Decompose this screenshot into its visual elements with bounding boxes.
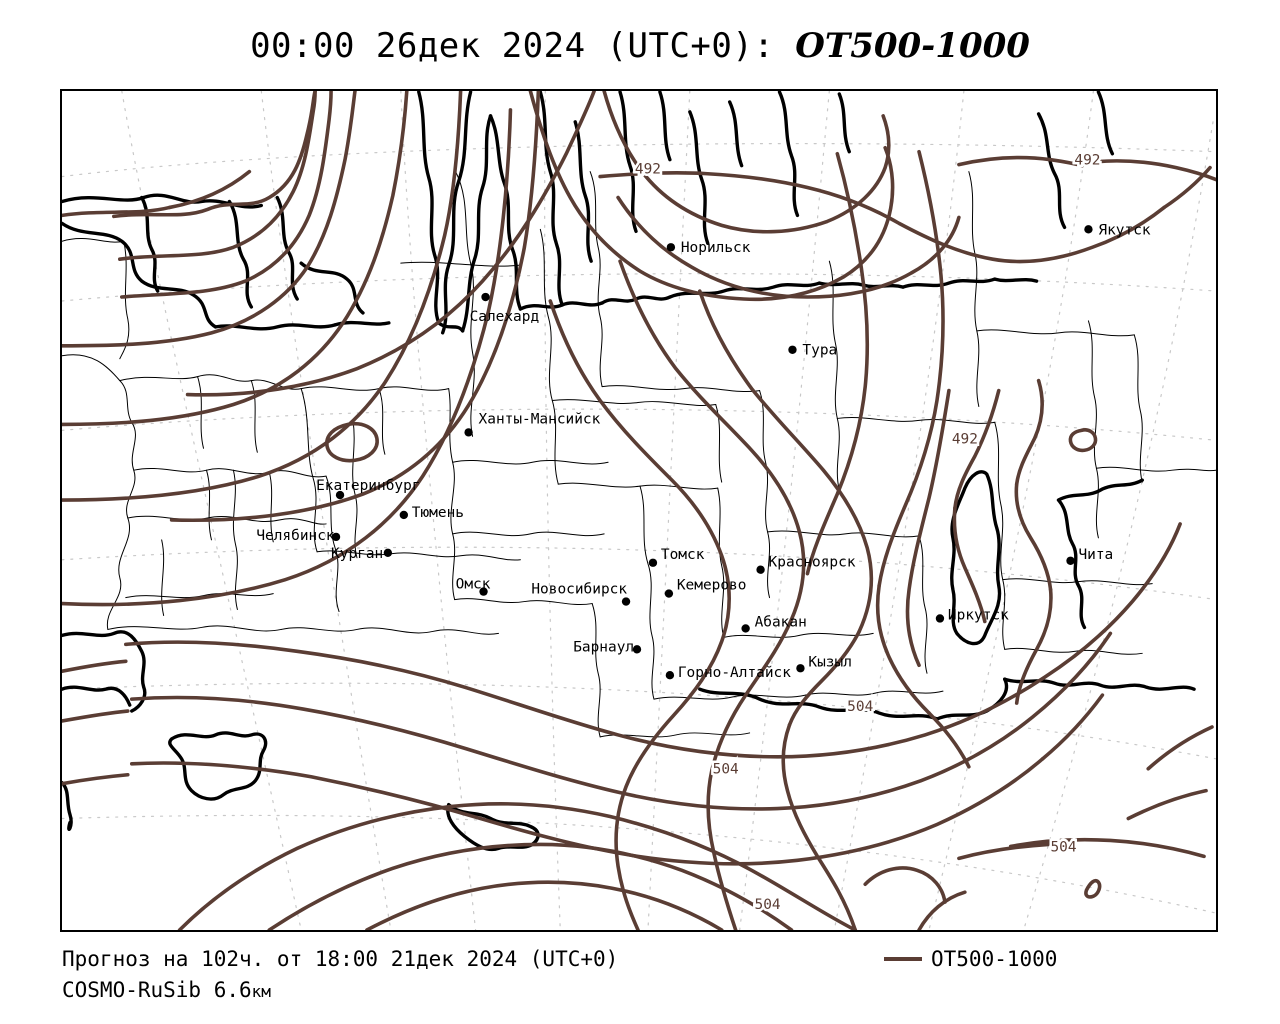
city-label: Курган: [331, 546, 383, 562]
city-dot-icon: [666, 243, 676, 252]
city-label: Омск: [456, 577, 491, 593]
model-unit: км: [251, 982, 271, 1001]
page-title: 00:00 26дек 2024 (UTC+0): ОT500-1000: [0, 26, 1280, 66]
city-dot-icon: [479, 587, 488, 596]
city-marker: Барнаул: [573, 639, 642, 655]
city-marker: Челябинск: [256, 528, 341, 544]
contour-label: 492: [635, 162, 661, 178]
contour-label: 492: [952, 431, 978, 447]
city-label: Тура: [802, 343, 837, 359]
city-marker: Тюмень: [399, 505, 464, 521]
city-dot-icon: [621, 597, 631, 606]
contour-lines: [62, 91, 1216, 930]
city-marker: Горно-Алтайск: [665, 665, 791, 681]
city-label: Томск: [661, 547, 705, 563]
city-label: Красноярск: [769, 555, 856, 571]
city-label: Иркутск: [948, 607, 1009, 623]
city-marker: Салехард: [470, 292, 540, 325]
city-marker: Ханты-Мансийск: [464, 411, 601, 437]
forecast-info: Прогноз на 102ч. от 18:00 21дек 2024 (UT…: [62, 947, 619, 971]
map-canvas[interactable]: 492 492 492 492 492 492 504 504 504 504 504 504 504 5…: [60, 89, 1218, 932]
city-label: Салехард: [470, 309, 540, 325]
city-dot-icon: [331, 532, 341, 542]
city-label: Ханты-Мансийск: [479, 411, 601, 427]
city-marker: Красноярск: [756, 555, 856, 574]
city-marker: Екатеринбург: [316, 478, 420, 500]
title-timestamp: 00:00 26дек 2024 (UTC+0):: [250, 26, 796, 66]
city-dot-icon: [481, 292, 490, 302]
city-label: Чита: [1078, 547, 1113, 563]
model-info: COSMO-RuSib 6.6км: [62, 975, 618, 1007]
footer-text-block: Прогноз на 102ч. от 18:00 21дек 2024 (UT…: [62, 944, 618, 1007]
city-markers: Норильск Якутск Салехард Тура Ханты-Мансийск…: [256, 222, 1151, 681]
city-dot-icon: [1066, 556, 1075, 565]
city-dot-icon: [664, 589, 674, 598]
city-label: Барнаул: [573, 639, 634, 655]
city-marker: Новосибирск: [531, 582, 631, 606]
title-variable: ОT500-1000: [795, 26, 1030, 66]
city-label: Кемерово: [677, 578, 747, 594]
city-dot-icon: [756, 565, 765, 574]
city-marker: Якутск: [1084, 222, 1151, 238]
contour-labels: 4924924924924924925045045045045045045045…: [632, 150, 1103, 915]
city-marker: Иркутск: [935, 607, 1009, 623]
contour-label: 504: [847, 699, 873, 715]
graticule: [62, 91, 1216, 930]
contour-label: 492: [1074, 153, 1100, 169]
contour-label: 504: [1050, 839, 1076, 855]
city-marker: Тура: [788, 343, 837, 359]
city-label: Екатеринбург: [316, 478, 420, 494]
city-dot-icon: [935, 614, 945, 623]
city-marker: Кызыл: [796, 654, 852, 673]
city-dot-icon: [464, 428, 473, 437]
city-dot-icon: [632, 645, 642, 654]
contour-label: 504: [755, 897, 781, 913]
city-dot-icon: [788, 345, 797, 354]
city-label: Якутск: [1098, 222, 1150, 238]
admin-boundaries: [62, 171, 1216, 738]
city-label: Челябинск: [256, 528, 335, 544]
city-dot-icon: [796, 664, 805, 673]
contour-label-halo: 492: [952, 431, 978, 447]
city-marker: Чита: [1066, 547, 1113, 565]
city-marker: Томск: [648, 547, 705, 567]
footer: Прогноз на 102ч. от 18:00 21дек 2024 (UT…: [0, 944, 1280, 1014]
contour-label: 504: [713, 762, 739, 778]
model-name: COSMO-RuSib 6.6: [62, 978, 252, 1002]
legend[interactable]: ОT500-1000: [884, 947, 1057, 971]
city-dot-icon: [399, 510, 409, 520]
legend-label: ОT500-1000: [931, 947, 1058, 971]
city-label: Абакан: [755, 614, 807, 630]
city-marker: Норильск: [666, 240, 751, 256]
legend-line-swatch: [884, 957, 922, 961]
city-marker: Абакан: [741, 614, 807, 633]
city-dot-icon: [383, 548, 393, 557]
contour-label-halo: 504: [847, 699, 873, 715]
contour-label-halo: 492: [1074, 153, 1100, 169]
city-marker: Омск: [456, 577, 491, 596]
city-label: Кызыл: [808, 654, 851, 670]
city-dot-icon: [648, 558, 658, 567]
city-label: Горно-Алтайск: [678, 665, 791, 681]
map-svg[interactable]: 4924924924924924925045045045045045045045…: [62, 91, 1216, 930]
contour-label-halo: 492: [635, 162, 661, 178]
city-dot-icon: [1084, 225, 1093, 234]
contour-label-halo: 504: [713, 762, 739, 778]
city-marker: Курган: [331, 546, 393, 562]
contour-label-halo: 504: [1050, 839, 1076, 855]
contour-label-halo: 504: [755, 897, 781, 913]
city-marker: Кемерово: [664, 578, 747, 598]
city-dot-icon: [665, 671, 675, 680]
city-dot-icon: [741, 624, 750, 633]
city-label: Тюмень: [412, 505, 464, 521]
city-label: Норильск: [681, 240, 751, 256]
city-label: Новосибирск: [531, 582, 627, 598]
city-dot-icon: [335, 490, 345, 500]
